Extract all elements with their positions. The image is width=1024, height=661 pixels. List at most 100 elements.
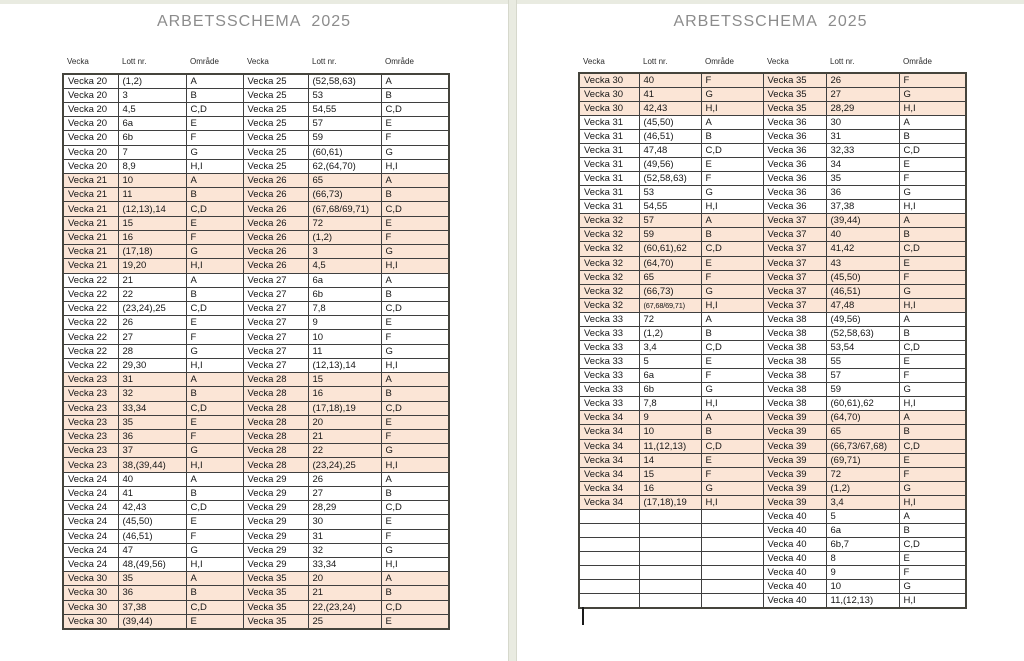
cell[interactable]: 19,20 xyxy=(117,258,187,274)
cell[interactable]: Vecka 35 xyxy=(242,571,309,587)
cell[interactable]: F xyxy=(185,528,244,544)
cell[interactable]: 7,8 xyxy=(638,396,702,412)
cell[interactable]: Vecka 26 xyxy=(242,173,309,189)
cell[interactable]: 8 xyxy=(825,551,900,567)
cell[interactable]: Vecka 37 xyxy=(762,297,827,313)
cell[interactable]: Vecka 28 xyxy=(242,372,309,388)
cell[interactable]: 7 xyxy=(117,144,187,160)
cell[interactable]: Vecka 40 xyxy=(762,593,827,609)
cell[interactable]: Vecka 32 xyxy=(578,269,640,285)
cell[interactable]: 11,(12,13) xyxy=(638,438,702,454)
cell[interactable]: 34 xyxy=(825,156,900,173)
cell[interactable]: 3,4 xyxy=(825,494,900,510)
cell[interactable]: F xyxy=(380,528,450,544)
cell[interactable]: Vecka 35 xyxy=(762,72,827,88)
cell[interactable]: 62,(64,70) xyxy=(307,158,382,175)
cell[interactable]: A xyxy=(700,213,764,229)
cell[interactable]: (66,73) xyxy=(307,187,382,203)
cell[interactable]: E xyxy=(898,354,967,370)
cell[interactable]: G xyxy=(185,144,244,160)
cell[interactable]: Vecka 39 xyxy=(762,494,827,510)
cell[interactable]: Vecka 36 xyxy=(762,156,827,173)
cell[interactable]: 57 xyxy=(825,368,900,384)
cell[interactable]: A xyxy=(380,73,450,89)
cell[interactable]: Vecka 26 xyxy=(242,201,309,217)
cell[interactable]: B xyxy=(380,187,450,203)
cell[interactable]: Vecka 27 xyxy=(242,357,309,374)
cell[interactable]: 40 xyxy=(825,227,900,243)
cell[interactable]: (1,2) xyxy=(825,480,900,496)
cell[interactable]: 43 xyxy=(825,255,900,271)
cell[interactable]: E xyxy=(380,414,450,430)
cell[interactable]: Vecka 38 xyxy=(762,311,827,327)
cell[interactable]: F xyxy=(898,269,967,285)
cell[interactable]: E xyxy=(380,315,450,331)
cell[interactable]: (52,58,63) xyxy=(307,73,382,89)
cell[interactable]: Vecka 37 xyxy=(762,227,827,243)
cell[interactable]: E xyxy=(185,116,244,132)
cell[interactable]: F xyxy=(898,368,967,384)
cell[interactable]: 27 xyxy=(117,329,187,345)
cell[interactable]: 11 xyxy=(307,343,382,359)
cell[interactable]: Vecka 23 xyxy=(62,428,119,445)
cell[interactable]: (39,44) xyxy=(825,213,900,229)
cell[interactable] xyxy=(638,593,702,609)
cell[interactable]: Vecka 39 xyxy=(762,480,827,496)
cell[interactable]: H,I xyxy=(898,494,967,510)
cell[interactable]: Vecka 38 xyxy=(762,339,827,356)
cell[interactable]: (67,68/69,71) xyxy=(638,297,702,313)
cell[interactable]: 35 xyxy=(117,571,187,587)
cell[interactable]: F xyxy=(898,171,967,187)
cell[interactable]: H,I xyxy=(380,457,450,473)
cell[interactable] xyxy=(700,565,764,581)
cell[interactable]: Vecka 38 xyxy=(762,396,827,412)
cell[interactable]: 59 xyxy=(825,382,900,398)
cell[interactable]: B xyxy=(380,485,450,502)
cell[interactable]: Vecka 36 xyxy=(762,199,827,215)
cell[interactable]: Vecka 34 xyxy=(578,480,640,496)
cell[interactable]: 59 xyxy=(307,130,382,146)
cell[interactable]: Vecka 25 xyxy=(242,130,309,146)
cell[interactable]: E xyxy=(898,452,967,468)
cell[interactable]: B xyxy=(700,128,764,144)
cell[interactable]: Vecka 33 xyxy=(578,311,640,327)
cell[interactable]: 28,29 xyxy=(825,100,900,116)
cell[interactable]: 26 xyxy=(117,315,187,331)
cell[interactable]: E xyxy=(185,215,244,231)
cell[interactable]: A xyxy=(700,311,764,327)
cell[interactable]: Vecka 32 xyxy=(578,241,640,257)
cell[interactable]: (66,73) xyxy=(638,283,702,299)
cell[interactable]: Vecka 36 xyxy=(762,142,827,158)
cell[interactable]: B xyxy=(185,585,244,601)
cell[interactable]: 7,8 xyxy=(307,300,382,317)
cell[interactable]: 32,33 xyxy=(825,142,900,158)
cell[interactable]: 28 xyxy=(117,343,187,359)
cell[interactable]: Vecka 21 xyxy=(62,229,119,246)
cell[interactable]: E xyxy=(380,613,450,630)
cell[interactable]: 6b xyxy=(307,286,382,303)
cell[interactable]: 26 xyxy=(307,471,382,487)
cell[interactable]: G xyxy=(898,283,967,299)
cell[interactable]: Vecka 36 xyxy=(762,128,827,144)
cell[interactable]: Vecka 39 xyxy=(762,466,827,482)
cell[interactable]: B xyxy=(700,227,764,243)
cell[interactable]: H,I xyxy=(185,158,244,175)
cell[interactable]: 22 xyxy=(117,286,187,303)
cell[interactable]: Vecka 26 xyxy=(242,229,309,246)
cell[interactable]: 65 xyxy=(307,173,382,189)
cell[interactable]: C,D xyxy=(898,537,967,553)
cell[interactable]: 21 xyxy=(307,585,382,601)
cell[interactable]: (60,61),62 xyxy=(638,241,702,257)
cell[interactable]: Vecka 34 xyxy=(578,438,640,454)
cell[interactable]: B xyxy=(898,325,967,341)
cell[interactable]: Vecka 26 xyxy=(242,187,309,203)
cell[interactable]: 53 xyxy=(638,185,702,201)
cell[interactable]: (60,61),62 xyxy=(825,396,900,412)
cell[interactable]: (52,58,63) xyxy=(825,325,900,341)
cell[interactable]: 22 xyxy=(307,443,382,459)
cell[interactable]: F xyxy=(700,171,764,187)
cell[interactable]: A xyxy=(898,213,967,229)
cell[interactable]: Vecka 23 xyxy=(62,443,119,459)
cell[interactable]: 53 xyxy=(307,87,382,103)
cell[interactable]: (60,61) xyxy=(307,144,382,160)
